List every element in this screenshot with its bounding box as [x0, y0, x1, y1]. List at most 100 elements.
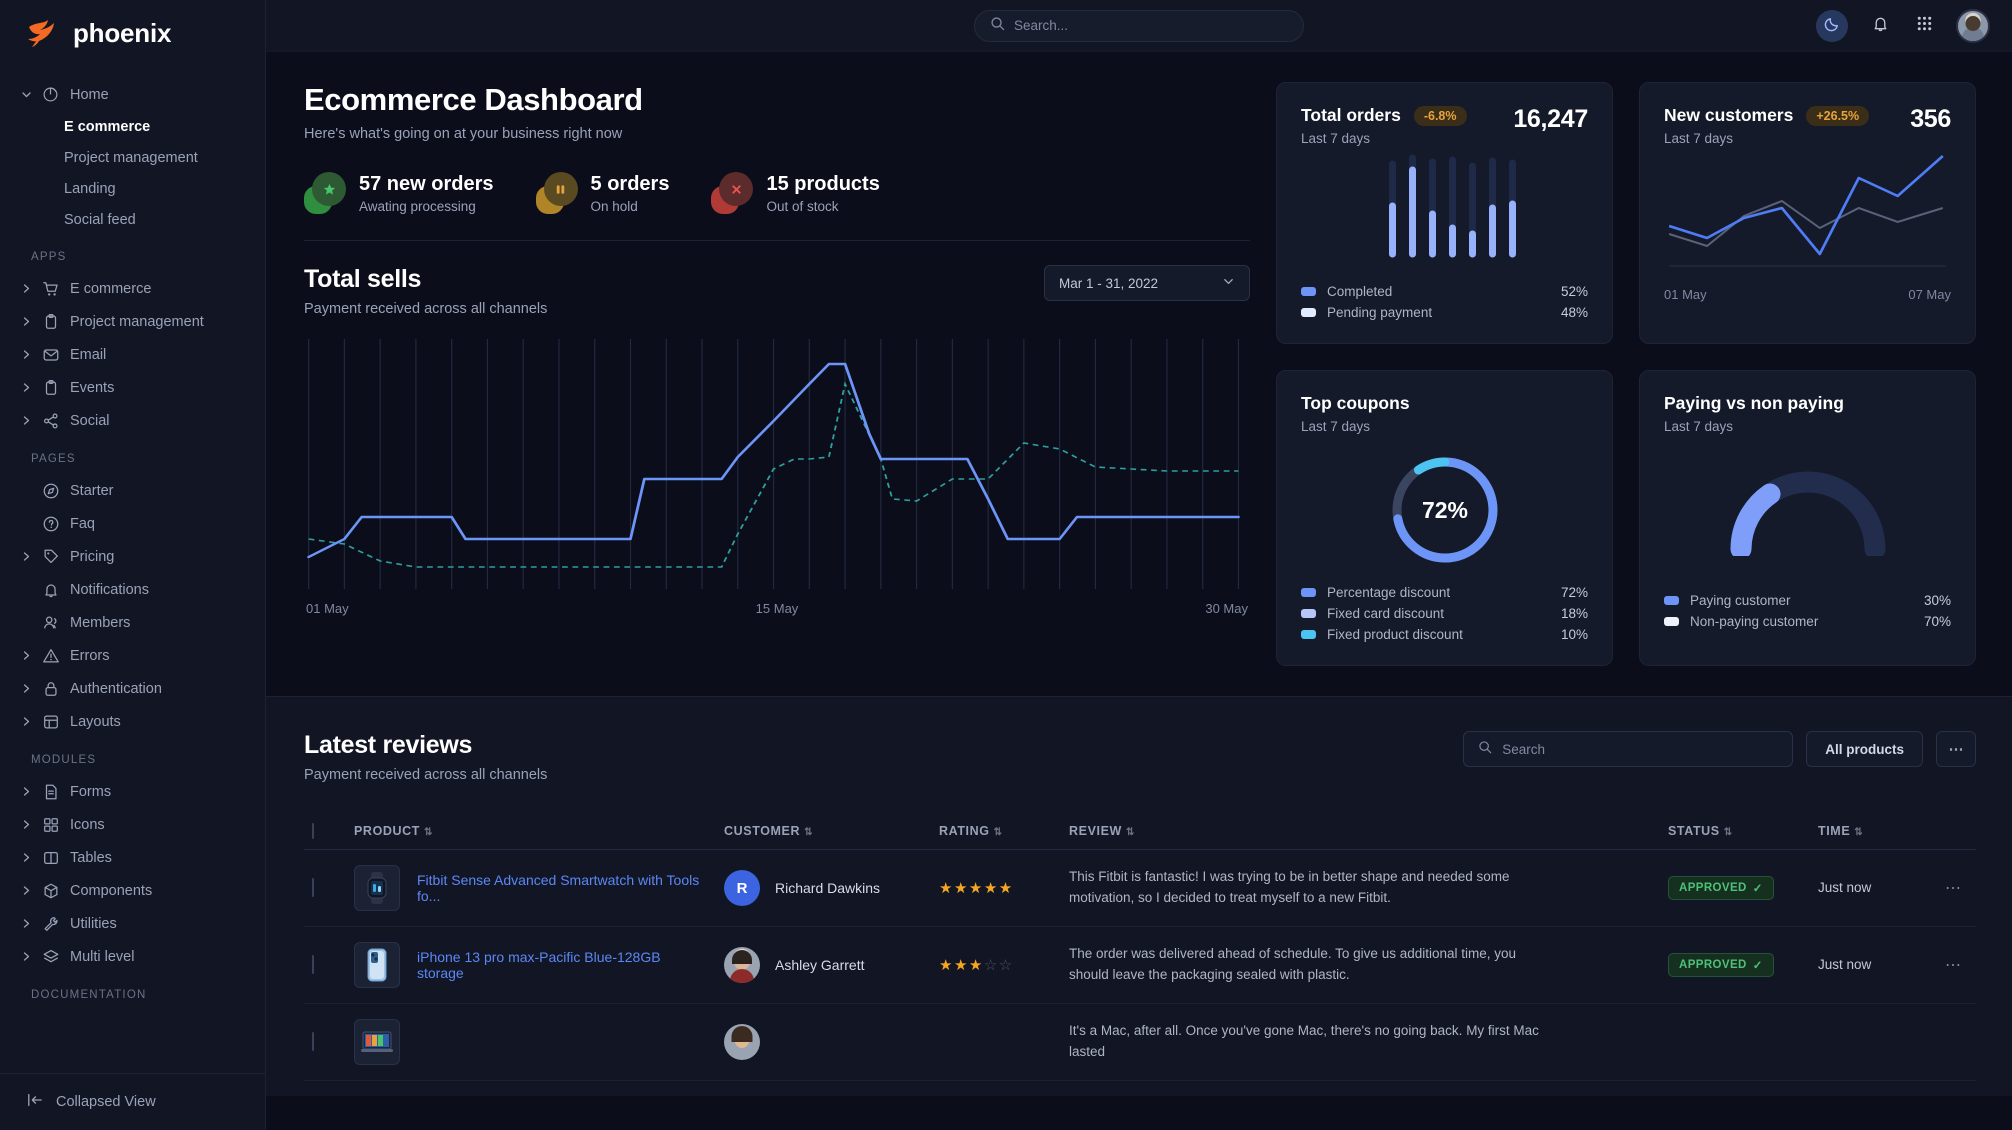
sidebar-item-starter[interactable]: Starter [0, 474, 265, 507]
search-input[interactable] [1014, 18, 1288, 33]
legend-item: Fixed card discount 18% [1301, 603, 1588, 624]
legend-value: 70% [1923, 614, 1951, 629]
legend-label: Fixed product discount [1327, 627, 1463, 642]
sidebar-item-members[interactable]: Members [0, 606, 265, 639]
sidebar-item-apps-events[interactable]: Events [0, 371, 265, 404]
global-search[interactable] [974, 9, 1304, 42]
avatar [724, 1024, 760, 1060]
star-icon [304, 172, 346, 214]
card-value: 356 [1910, 105, 1951, 133]
top-coupons-legend: Percentage discount 72% Fixed card disco… [1301, 582, 1588, 645]
legend-item: Fixed product discount 10% [1301, 624, 1588, 645]
sidebar-item-authentication[interactable]: Authentication [0, 672, 265, 705]
sidebar-item-icons[interactable]: Icons [0, 808, 265, 841]
brand[interactable]: phoenix [0, 0, 265, 66]
pause-icon [535, 172, 578, 214]
sidebar-item-apps-social[interactable]: Social [0, 404, 265, 437]
user-avatar[interactable] [1956, 9, 1990, 43]
sidebar-item-apps-project-management[interactable]: Project management [0, 305, 265, 338]
sidebar-item-home[interactable]: Home [0, 78, 265, 111]
column-time[interactable]: TIME ⇅ [1810, 813, 1930, 850]
apps-grid-button[interactable] [1912, 14, 1936, 38]
sidebar-item-layouts[interactable]: Layouts [0, 705, 265, 738]
sidebar-subitem-project-management[interactable]: Project management [0, 142, 265, 173]
row-checkbox[interactable] [312, 878, 314, 897]
column-product[interactable]: PRODUCT ⇅ [346, 813, 716, 850]
axis-label-mid: 15 May [755, 601, 799, 616]
sidebar-item-label: Email [70, 346, 107, 363]
stat-value: 5 orders [590, 172, 670, 195]
compass-icon [41, 481, 60, 500]
status-cell [1660, 1003, 1810, 1081]
status-badge: APPROVED ✓ [1668, 953, 1774, 977]
select-all-checkbox[interactable] [312, 823, 314, 839]
reviews-search-input[interactable] [1502, 741, 1779, 757]
axis-label-end: 07 May [1908, 287, 1951, 302]
sidebar-item-pricing[interactable]: Pricing [0, 540, 265, 573]
sidebar-subitem-landing[interactable]: Landing [0, 173, 265, 204]
reviews-search[interactable] [1463, 731, 1794, 767]
sidebar-subitem-social-feed[interactable]: Social feed [0, 204, 265, 235]
notifications-button[interactable] [1868, 14, 1892, 38]
row-actions-button[interactable]: ⋯ [1930, 849, 1976, 927]
product-link[interactable]: iPhone 13 pro max-Pacific Blue-128GB sto… [417, 949, 661, 981]
row-actions-button[interactable]: ⋯ [1930, 926, 1976, 1004]
reviews-subtitle: Payment received across all channels [304, 767, 548, 783]
sidebar-item-forms[interactable]: Forms [0, 775, 265, 808]
sidebar-item-errors[interactable]: Errors [0, 639, 265, 672]
column-customer[interactable]: CUSTOMER ⇅ [716, 813, 931, 850]
trend-badge: +26.5% [1806, 105, 1870, 126]
sidebar-item-label: Members [70, 614, 131, 631]
reviews-table: PRODUCT ⇅ CUSTOMER ⇅ RATING ⇅ REVIEW ⇅ STATU… [304, 813, 1976, 1081]
sidebar-item-faq[interactable]: Faq [0, 507, 265, 540]
sidebar-item-label: Pricing [70, 548, 115, 565]
sidebar-item-label: Project management [70, 313, 204, 330]
table-header-row: PRODUCT ⇅ CUSTOMER ⇅ RATING ⇅ REVIEW ⇅ STATU… [304, 813, 1976, 850]
review-text: It's a Mac, after all. Once you've gone … [1069, 1023, 1539, 1059]
check-icon: ✓ [1752, 960, 1763, 972]
product-link[interactable]: Fitbit Sense Advanced Smartwatch with To… [417, 872, 700, 904]
chevron-right-icon [22, 717, 31, 726]
theme-toggle-button[interactable] [1816, 10, 1848, 42]
legend-swatch [1301, 588, 1316, 597]
sidebar-item-multi-level[interactable]: Multi level [0, 940, 265, 973]
legend-label: Non-paying customer [1690, 614, 1819, 629]
sidebar-item-utilities[interactable]: Utilities [0, 907, 265, 940]
table-row: Apple MacBook Pro 16 inch [304, 1003, 1976, 1081]
sidebar-item-apps-ecommerce[interactable]: E commerce [0, 272, 265, 305]
total-sells-axis: 01 May 15 May 30 May [304, 601, 1250, 616]
sidebar-subitem-ecommerce[interactable]: E commerce [0, 111, 265, 142]
sidebar-item-tables[interactable]: Tables [0, 841, 265, 874]
sidebar-subitem-label: Project management [64, 149, 198, 166]
sidebar-item-apps-email[interactable]: Email [0, 338, 265, 371]
sidebar-item-notifications[interactable]: Notifications [0, 573, 265, 606]
chevron-down-icon [1222, 275, 1235, 291]
collapse-arrow-icon [26, 1092, 44, 1112]
collapsed-view-toggle[interactable]: Collapsed View [0, 1073, 265, 1130]
sidebar-item-label: Errors [70, 647, 110, 664]
all-products-button[interactable]: All products [1806, 731, 1923, 767]
stat-new-orders: 57 new orders Awating processing [304, 172, 494, 214]
status-cell: APPROVED ✓ [1660, 926, 1810, 1004]
question-circle-icon [41, 514, 60, 533]
sidebar-item-label: Events [70, 379, 115, 396]
legend-item: Pending payment 48% [1301, 302, 1588, 323]
chevron-right-icon [22, 383, 31, 392]
sidebar-section-documentation: DOCUMENTATION [31, 989, 147, 1001]
column-label: STATUS [1668, 824, 1720, 838]
column-rating[interactable]: RATING ⇅ [931, 813, 1061, 850]
legend-swatch [1301, 287, 1316, 296]
column-status[interactable]: STATUS ⇅ [1660, 813, 1810, 850]
time-cell: Just now [1810, 849, 1930, 927]
new-customers-axis: 01 May 07 May [1664, 287, 1951, 302]
more-options-button[interactable]: ⋯ [1936, 731, 1976, 767]
legend-label: Fixed card discount [1327, 606, 1445, 621]
row-checkbox[interactable] [312, 1032, 314, 1051]
row-actions-button[interactable] [1930, 1003, 1976, 1081]
date-range-select[interactable]: Mar 1 - 31, 2022 [1044, 265, 1250, 301]
sidebar-item-components[interactable]: Components [0, 874, 265, 907]
column-review[interactable]: REVIEW ⇅ [1061, 813, 1660, 850]
new-customers-line-chart [1668, 155, 1946, 267]
row-checkbox[interactable] [312, 955, 314, 974]
time-label: Just now [1818, 957, 1872, 972]
